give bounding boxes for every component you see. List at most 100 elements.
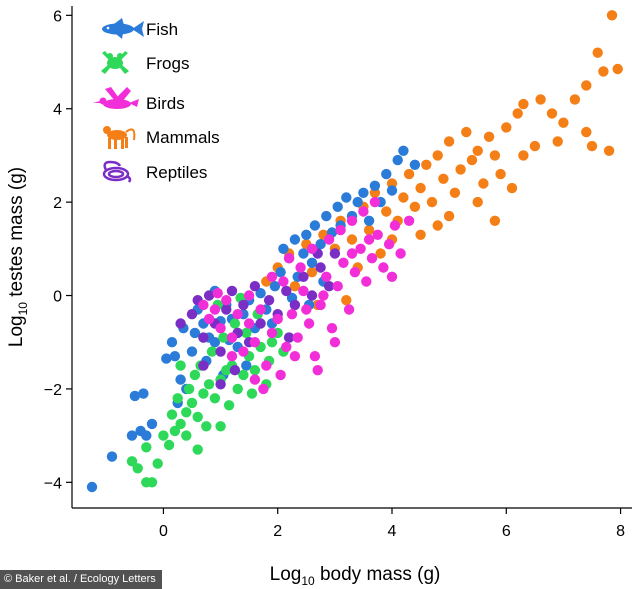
data-point-birds: [286, 309, 298, 320]
data-point-birds: [346, 215, 358, 226]
data-point-mammals: [363, 224, 375, 236]
data-point-reptiles: [315, 262, 326, 273]
data-point-mammals: [529, 140, 541, 152]
data-point-fish: [86, 481, 98, 493]
data-point-birds: [298, 285, 309, 297]
data-point-birds: [198, 299, 209, 311]
data-point-fish: [341, 192, 352, 203]
data-point-mammals: [443, 136, 455, 147]
data-point-mammals: [592, 47, 603, 58]
data-point-birds: [266, 327, 278, 339]
data-point-mammals: [518, 150, 529, 161]
data-point-reptiles: [198, 332, 209, 343]
data-point-fish: [321, 210, 332, 222]
x-tick-label: 6: [502, 523, 511, 540]
data-point-birds: [315, 299, 326, 311]
data-point-reptiles: [215, 346, 226, 357]
y-tick-label: −4: [44, 475, 62, 492]
x-tick-label: 4: [388, 523, 397, 540]
data-point-fish: [141, 430, 152, 441]
data-point-birds: [329, 337, 341, 348]
data-point-birds: [258, 383, 269, 395]
data-point-birds: [383, 239, 395, 250]
data-point-birds: [221, 295, 232, 306]
data-point-mammals: [289, 281, 301, 292]
data-point-reptiles: [203, 290, 215, 301]
data-point-frogs: [238, 369, 249, 381]
data-point-fish: [315, 239, 326, 250]
data-point-frogs: [175, 360, 186, 371]
data-point-birds: [395, 248, 406, 259]
data-point-mammals: [415, 229, 426, 240]
legend-item-reptiles: Reptiles: [102, 160, 207, 183]
data-point-fish: [398, 145, 409, 156]
data-point-birds: [238, 346, 249, 357]
data-point-birds: [346, 248, 358, 259]
data-point-frogs: [223, 400, 235, 411]
data-point-mammals: [432, 220, 443, 231]
frog-icon: [101, 51, 129, 74]
data-point-mammals: [598, 66, 609, 77]
data-point-birds: [366, 253, 378, 264]
data-point-frogs: [181, 407, 192, 418]
x-axis-title-base: Log: [270, 564, 302, 585]
data-point-birds: [338, 257, 349, 268]
data-point-fish: [289, 234, 301, 245]
data-point-frogs: [163, 439, 175, 451]
data-point-birds: [261, 360, 272, 371]
data-point-fish: [309, 220, 321, 231]
data-point-mammals: [449, 187, 461, 198]
data-point-mammals: [546, 108, 558, 119]
data-point-mammals: [381, 206, 392, 217]
data-point-mammals: [506, 182, 518, 194]
data-point-fish: [369, 180, 381, 191]
data-point-fish: [363, 215, 375, 226]
y-axis-title-sub: 10: [16, 302, 30, 316]
data-point-fish: [189, 327, 201, 339]
data-point-fish: [255, 288, 266, 299]
data-point-frogs: [126, 456, 138, 467]
data-point-reptiles: [198, 360, 209, 371]
data-point-birds: [303, 318, 315, 329]
legend-label-frogs: Frogs: [146, 54, 189, 73]
data-point-birds: [318, 290, 329, 301]
data-point-mammals: [438, 173, 449, 184]
data-point-birds: [203, 313, 215, 325]
data-point-birds: [232, 309, 243, 320]
legend: Fish Frogs Birds: [93, 18, 220, 183]
y-tick-label: 4: [53, 102, 62, 119]
data-point-mammals: [558, 117, 569, 128]
data-point-birds: [266, 271, 278, 282]
data-point-reptiles: [263, 295, 275, 306]
legend-item-birds: Birds: [93, 87, 185, 113]
y-axis-title-base: Log: [6, 315, 27, 347]
data-point-birds: [309, 351, 321, 362]
data-point-fish: [129, 390, 141, 402]
data-point-birds: [212, 288, 223, 299]
data-point-mammals: [455, 164, 466, 175]
y-tick-label: 6: [53, 8, 62, 25]
data-point-fish: [175, 374, 186, 385]
data-point-birds: [361, 276, 372, 287]
data-point-birds: [403, 215, 415, 226]
data-point-birds: [349, 267, 361, 278]
data-point-mammals: [472, 196, 483, 208]
x-tick-label: 0: [159, 523, 168, 540]
data-point-mammals: [612, 63, 623, 75]
data-point-mammals: [341, 295, 352, 306]
data-point-frogs: [201, 421, 212, 432]
data-point-reptiles: [215, 379, 226, 390]
data-point-fish: [209, 337, 221, 348]
data-point-frogs: [229, 318, 241, 329]
data-point-reptiles: [329, 248, 341, 259]
data-point-mammals: [461, 126, 472, 138]
data-point-mammals: [398, 192, 409, 203]
y-tick-label: 0: [53, 289, 62, 306]
legend-label-fish: Fish: [146, 20, 178, 39]
data-point-mammals: [466, 154, 478, 166]
data-point-fish: [386, 185, 398, 196]
data-point-birds: [306, 243, 318, 254]
data-point-frogs: [186, 397, 198, 409]
data-point-birds: [369, 196, 381, 208]
